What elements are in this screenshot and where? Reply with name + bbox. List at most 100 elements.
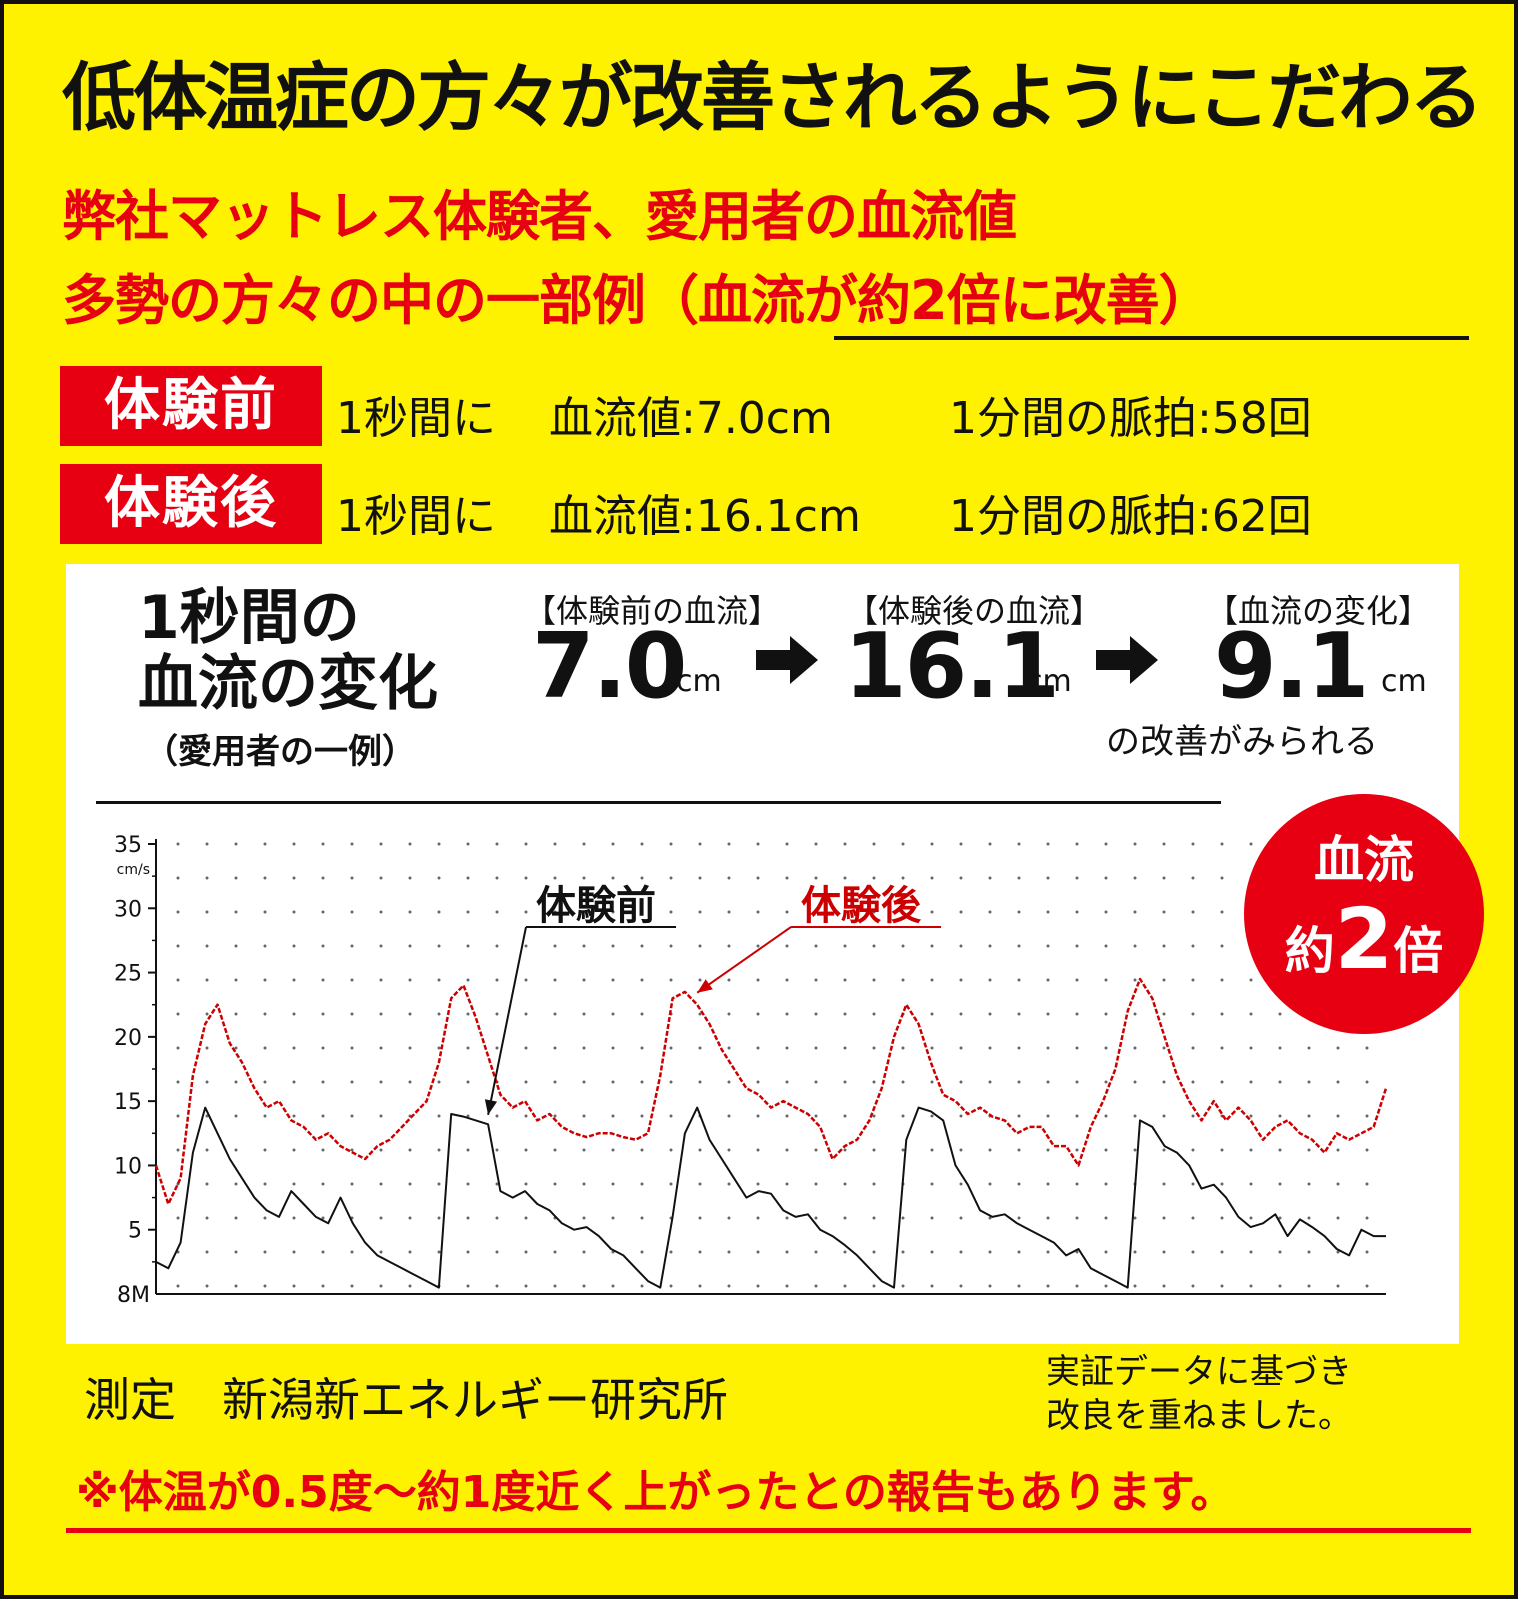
grid-dot [408,1080,412,1084]
grid-dot [1220,910,1224,914]
grid-dot [785,1182,789,1186]
grid-dot [176,944,180,948]
grid-dot [1162,944,1166,948]
grid-dot [379,1148,383,1152]
grid-dot [640,1250,644,1254]
grid-dot [553,978,557,982]
grid-dot [321,1046,325,1050]
grid-dot [350,1148,354,1152]
before-blood-flow: 血流値:7.0cm [549,393,833,444]
grid-dot [408,1250,412,1254]
grid-dot [321,1080,325,1084]
grid-dot [234,842,238,846]
grid-dot [988,1046,992,1050]
grid-dot [785,978,789,982]
subtitle-underline [834,336,1469,340]
grid-dot [669,1080,673,1084]
grid-dot [379,910,383,914]
grid-dot [785,910,789,914]
grid-dot [1249,842,1253,846]
grid-dot [1133,1114,1137,1118]
grid-dot [611,1046,615,1050]
grid-dot [698,1046,702,1050]
grid-dot [872,1012,876,1016]
grid-dot [1017,1012,1021,1016]
grid-dot [872,910,876,914]
grid-dot [1133,1216,1137,1220]
grid-dot [1046,876,1050,880]
grid-dot [1162,1216,1166,1220]
grid-dot [205,978,209,982]
grid-dot [1017,1216,1021,1220]
grid-dot [1278,1012,1282,1016]
grid-dot [669,1046,673,1050]
grid-dot [1104,876,1108,880]
grid-dot [263,1080,267,1084]
after-blood-flow: 血流値:16.1cm [549,491,861,542]
grid-dot [785,944,789,948]
grid-dot [1017,1284,1021,1288]
grid-dot [1307,1284,1311,1288]
before-flow-unit: cm [676,664,722,699]
grid-dot [1365,1148,1369,1152]
grid-dot [234,1182,238,1186]
grid-dot [1162,1114,1166,1118]
grid-dot [176,1148,180,1152]
grid-dot [988,1250,992,1254]
grid-dot [727,1216,731,1220]
grid-dot [901,842,905,846]
grid-dot [872,944,876,948]
grid-dot [234,876,238,880]
grid-dot [524,1182,528,1186]
grid-dot [205,1182,209,1186]
grid-dot [1191,1080,1195,1084]
grid-dot [640,1114,644,1118]
grid-dot [263,1148,267,1152]
grid-dot [872,1182,876,1186]
y-tick-label: 5 [128,1219,142,1244]
grid-dot [1249,1216,1253,1220]
grid-dot [814,978,818,982]
grid-dot [1336,1114,1340,1118]
grid-dot [495,1216,499,1220]
grid-dot [582,1216,586,1220]
badge-suffix: 倍 [1393,922,1444,980]
grid-dot [1191,1250,1195,1254]
grid-dot [437,1250,441,1254]
grid-dot [1220,978,1224,982]
grid-dot [930,1114,934,1118]
grid-dot [1365,1250,1369,1254]
grid-dot [640,1012,644,1016]
grid-dot [901,1250,905,1254]
grid-dot [466,842,470,846]
grid-dot [872,1148,876,1152]
grid-dot [350,1284,354,1288]
grid-dot [959,1148,963,1152]
grid-dot [321,1148,325,1152]
grid-dot [1133,876,1137,880]
grid-dot [263,842,267,846]
grid-dot [959,1250,963,1254]
grid-dot [524,1216,528,1220]
grid-dot [205,842,209,846]
grid-dot [582,1046,586,1050]
grid-dot [814,1080,818,1084]
grid-dot [901,1046,905,1050]
grid-dot [1104,1046,1108,1050]
grid-dot [727,876,731,880]
after-flow-unit: cm [1026,664,1072,699]
grid-dot [524,842,528,846]
grid-dot [292,1080,296,1084]
grid-dot [379,842,383,846]
grid-dot [205,1216,209,1220]
grid-dot [234,944,238,948]
grid-dot [205,1250,209,1254]
grid-dot [727,842,731,846]
y-tick-label: 25 [114,962,142,987]
grid-dot [1075,978,1079,982]
y-tick-label: 35 [114,833,142,858]
series-line-after [154,977,1388,1206]
grid-dot [872,1216,876,1220]
grid-dot [408,1182,412,1186]
grid-dot [1365,1182,1369,1186]
